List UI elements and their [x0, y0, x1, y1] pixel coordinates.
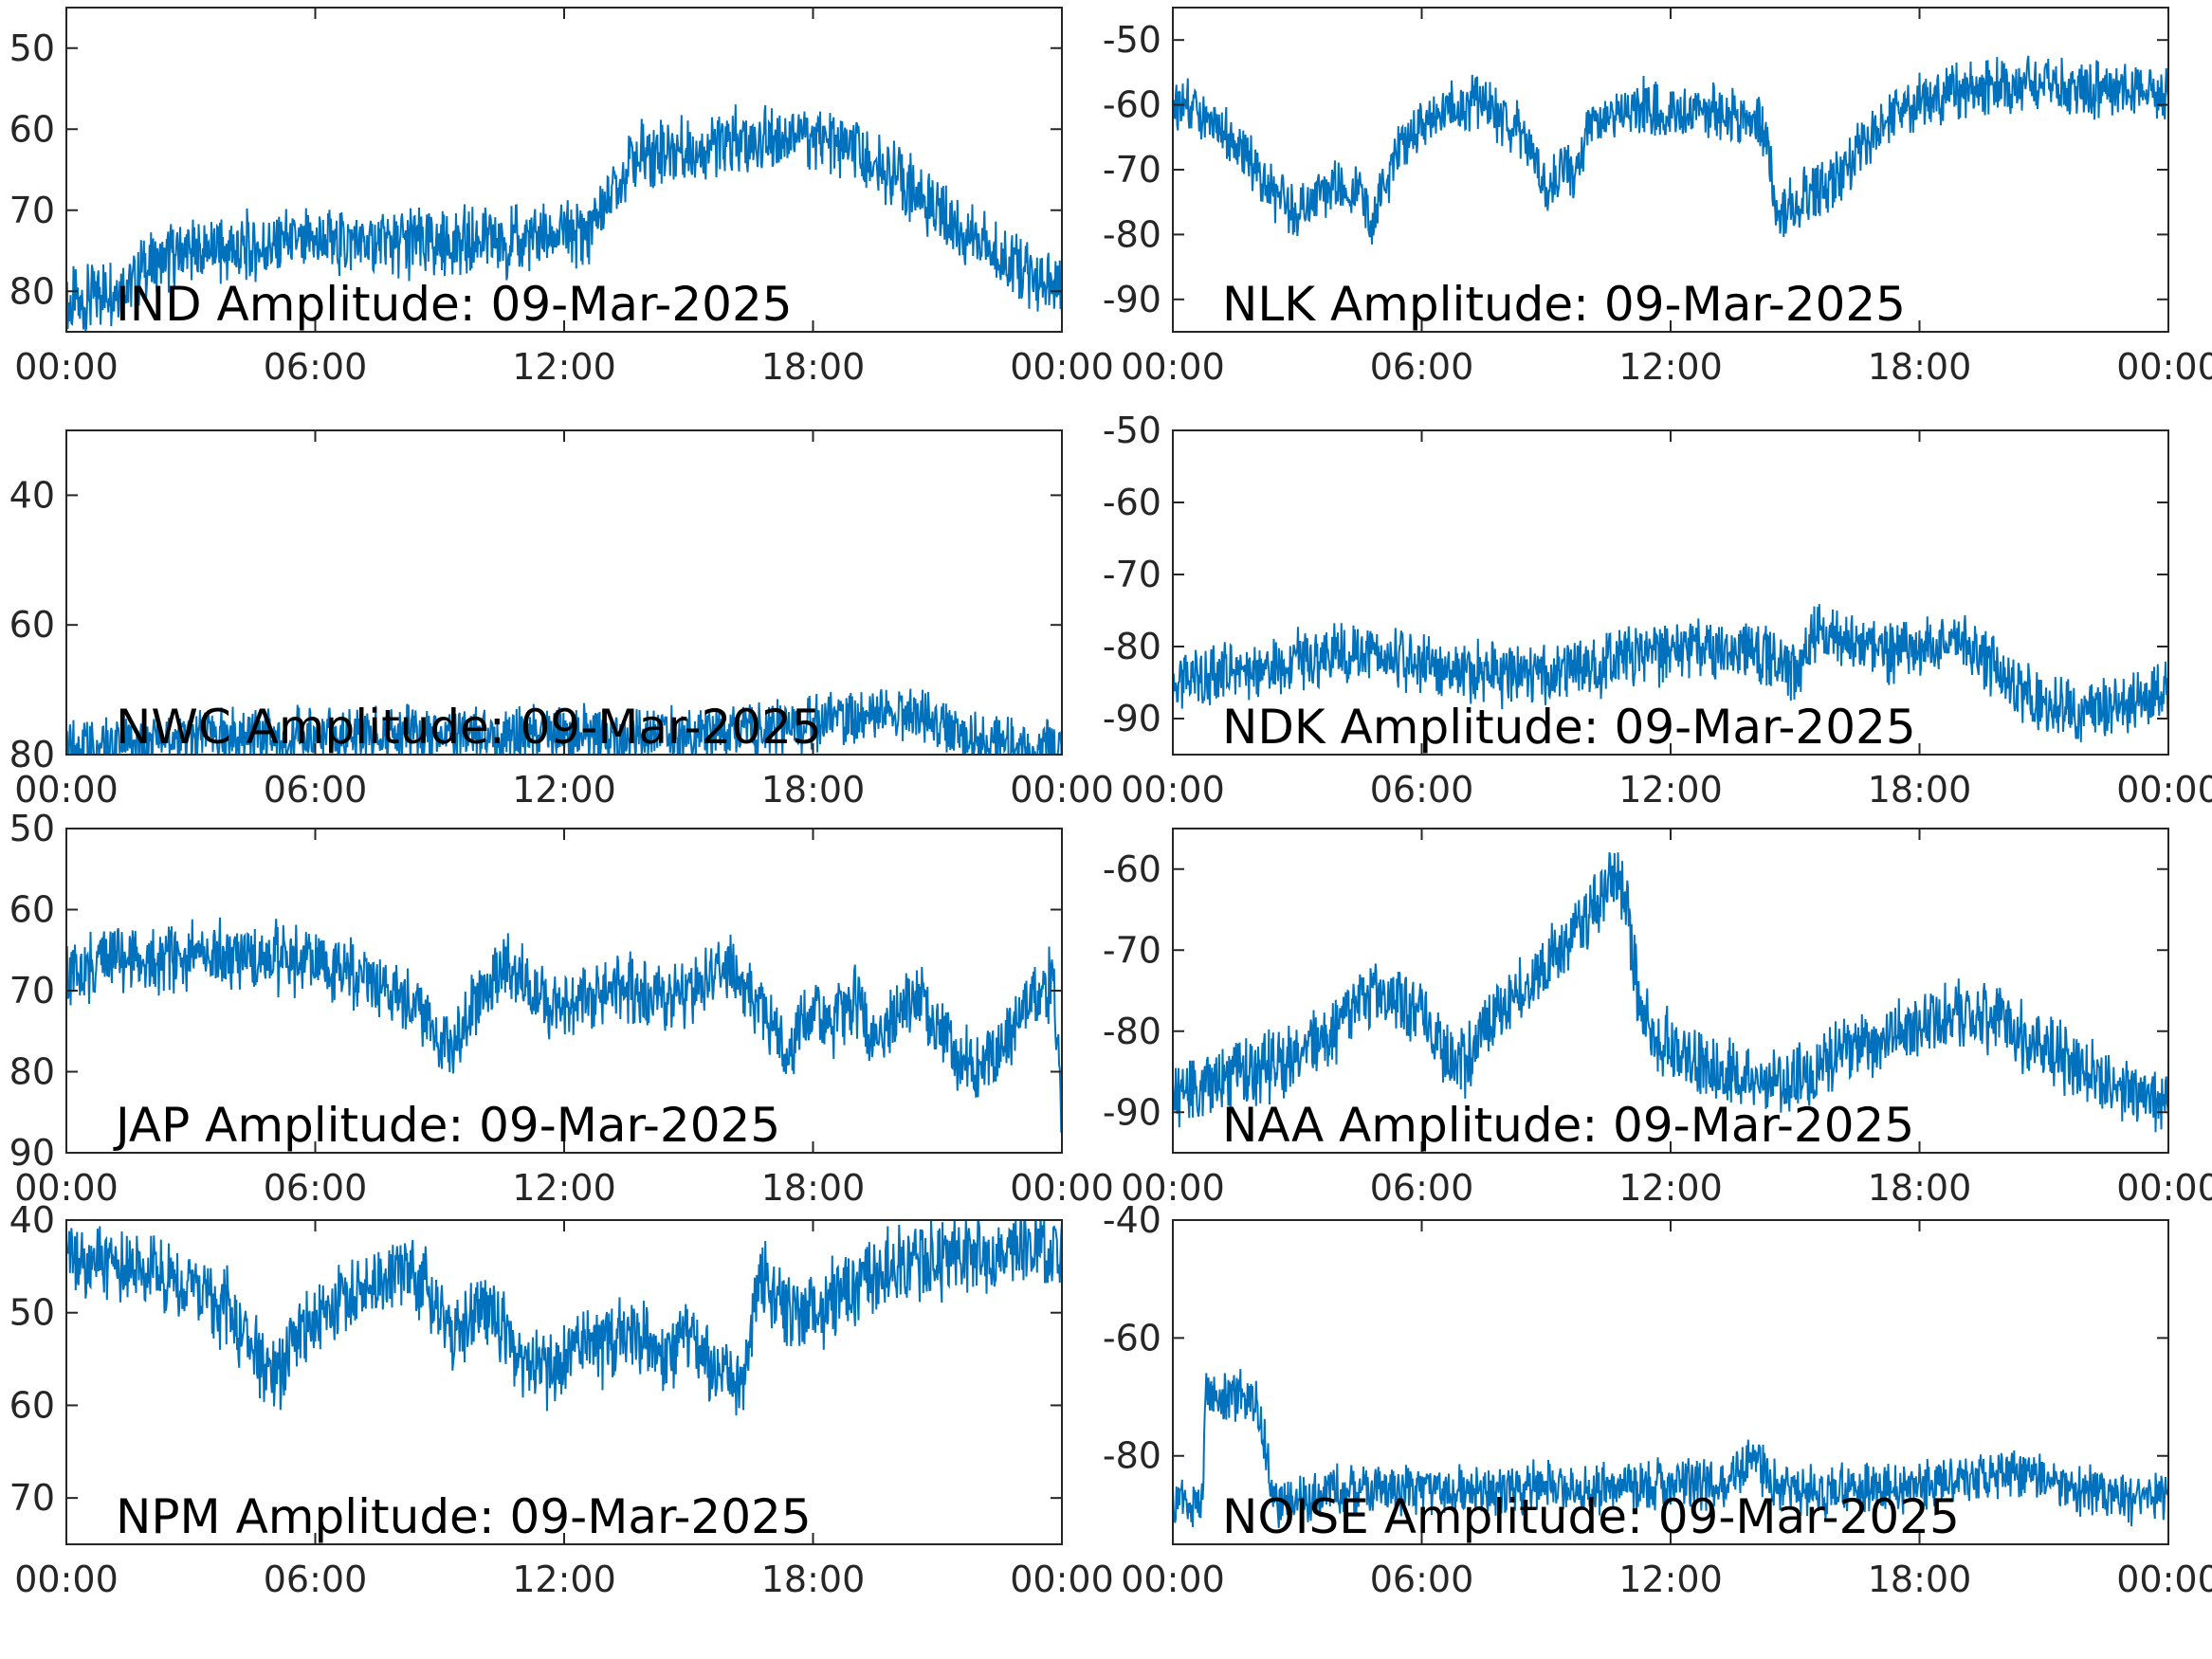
x-tick-label: 00:00	[14, 769, 119, 811]
y-tick-label: 90	[9, 1132, 55, 1174]
series-line	[1173, 55, 2168, 245]
x-tick-label: 06:00	[264, 769, 368, 811]
x-tick-label: 12:00	[512, 346, 616, 388]
x-tick-label: 18:00	[761, 769, 866, 811]
y-tick-label: -90	[1103, 1091, 1161, 1133]
x-tick-label: 00:00	[14, 346, 119, 388]
x-tick-label: 00:00	[1010, 1167, 1114, 1209]
series-line	[1173, 604, 2168, 742]
chart-panel-2: 00:00 06:00 12:00 18:00 00:00 -50 -60 -70 -80 -90…	[1103, 7, 2212, 388]
x-tick-label: 18:00	[1868, 1167, 1972, 1209]
y-tick-label: 70	[9, 1477, 55, 1519]
panel-title: NPM Amplitude: 09-Mar-2025	[116, 1489, 812, 1544]
x-tick-label: 12:00	[1618, 769, 1723, 811]
y-tick-label: -60	[1103, 482, 1161, 523]
series-line	[1173, 851, 2168, 1133]
y-tick-label: -70	[1103, 554, 1161, 595]
panel-title: NDK Amplitude: 09-Mar-2025	[1222, 700, 1916, 755]
y-tick-label: 40	[9, 474, 55, 516]
y-tick-label: -60	[1103, 84, 1161, 126]
y-tick-label: 80	[9, 1051, 55, 1093]
x-tick-label: 18:00	[761, 1167, 866, 1209]
y-tick-label: 60	[9, 604, 55, 646]
y-tick-label: 80	[9, 270, 55, 312]
y-tick-label: -70	[1103, 929, 1161, 971]
y-tick-label: 70	[9, 970, 55, 1012]
chart-panel-1: 00:00 06:00 12:00 18:00 00:00 50 60 70 80 IND Amp…	[9, 7, 1114, 388]
chart-panel-8: 00:00 06:00 12:00 18:00 00:00 -40 -60 -80 NOISE …	[1103, 1199, 2212, 1600]
chart-panel-5: 00:00 06:00 12:00 18:00 00:00 50 60 70 80 90 JAP A…	[9, 808, 1114, 1209]
x-tick-label: 00:00	[1010, 769, 1114, 811]
x-tick-label: 18:00	[1868, 769, 1972, 811]
y-tick-label: -50	[1103, 410, 1161, 451]
x-tick-label: 06:00	[264, 346, 368, 388]
x-tick-label: 12:00	[512, 1167, 616, 1209]
panel-title: NOISE Amplitude: 09-Mar-2025	[1222, 1489, 1960, 1544]
y-tick-label: 50	[9, 1292, 55, 1334]
y-tick-label: -90	[1103, 279, 1161, 320]
x-tick-label: 00:00	[1121, 769, 1225, 811]
y-tick-label: 80	[9, 734, 55, 775]
x-tick-label: 00:00	[14, 1559, 119, 1600]
x-tick-label: 18:00	[761, 1559, 866, 1600]
x-tick-label: 00:00	[2116, 346, 2212, 388]
x-tick-label: 12:00	[512, 769, 616, 811]
y-tick-label: -70	[1103, 149, 1161, 191]
x-tick-label: 12:00	[512, 1559, 616, 1600]
panel-title: NAA Amplitude: 09-Mar-2025	[1222, 1098, 1914, 1153]
x-tick-label: 12:00	[1618, 346, 1723, 388]
panel-title: NWC Amplitude: 09-Mar-2025	[116, 700, 822, 755]
x-tick-label: 18:00	[1868, 1559, 1972, 1600]
y-tick-label: -90	[1103, 698, 1161, 739]
y-tick-label: 60	[9, 889, 55, 931]
x-tick-label: 00:00	[1010, 346, 1114, 388]
x-tick-label: 06:00	[264, 1559, 368, 1600]
x-tick-label: 00:00	[1010, 1559, 1114, 1600]
series-line	[66, 104, 1062, 332]
y-tick-label: -80	[1103, 213, 1161, 255]
x-tick-label: 06:00	[1370, 1559, 1474, 1600]
x-tick-label: 06:00	[264, 1167, 368, 1209]
series-line	[66, 1220, 1062, 1416]
chart-panel-3: 00:00 06:00 12:00 18:00 00:00 40 60 80 NWC Ampli…	[9, 429, 1114, 811]
x-tick-label: 00:00	[14, 1167, 119, 1209]
x-tick-label: 00:00	[2116, 1559, 2212, 1600]
y-tick-label: 50	[9, 27, 55, 69]
x-tick-label: 18:00	[761, 346, 866, 388]
chart-panel-6: 00:00 06:00 12:00 18:00 00:00 -60 -70 -80 -90 NAA…	[1103, 828, 2212, 1209]
chart-panel-4: 00:00 06:00 12:00 18:00 00:00 -50 -60 -70 -80 -90…	[1103, 410, 2212, 811]
x-tick-label: 00:00	[2116, 769, 2212, 811]
x-tick-label: 06:00	[1370, 346, 1474, 388]
x-tick-label: 18:00	[1868, 346, 1972, 388]
series-line	[1173, 1369, 2168, 1528]
y-tick-label: -80	[1103, 1011, 1161, 1052]
y-tick-label: 40	[9, 1199, 55, 1241]
x-tick-label: 00:00	[1121, 1559, 1225, 1600]
y-tick-label: 70	[9, 190, 55, 231]
x-tick-label: 00:00	[2116, 1167, 2212, 1209]
y-tick-label: -60	[1103, 848, 1161, 890]
x-tick-label: 00:00	[1121, 1167, 1225, 1209]
y-tick-label: -80	[1103, 1435, 1161, 1477]
y-tick-label: 60	[9, 1384, 55, 1426]
x-tick-label: 00:00	[1121, 346, 1225, 388]
panel-title: JAP Amplitude: 09-Mar-2025	[113, 1098, 780, 1153]
x-tick-label: 12:00	[1618, 1559, 1723, 1600]
y-tick-label: -60	[1103, 1317, 1161, 1358]
y-tick-label: -80	[1103, 626, 1161, 667]
panel-title: NLK Amplitude: 09-Mar-2025	[1222, 277, 1906, 332]
panel-title: IND Amplitude: 09-Mar-2025	[116, 277, 793, 332]
x-tick-label: 06:00	[1370, 1167, 1474, 1209]
y-tick-label: 60	[9, 108, 55, 150]
chart-panel-7: 00:00 06:00 12:00 18:00 00:00 40 50 60 70 NPM Amp…	[9, 1199, 1114, 1600]
y-tick-label: -40	[1103, 1199, 1161, 1241]
y-tick-label: -50	[1103, 19, 1161, 61]
series-line	[66, 917, 1062, 1134]
x-tick-label: 12:00	[1618, 1167, 1723, 1209]
y-tick-label: 50	[9, 808, 55, 849]
x-tick-label: 06:00	[1370, 769, 1474, 811]
